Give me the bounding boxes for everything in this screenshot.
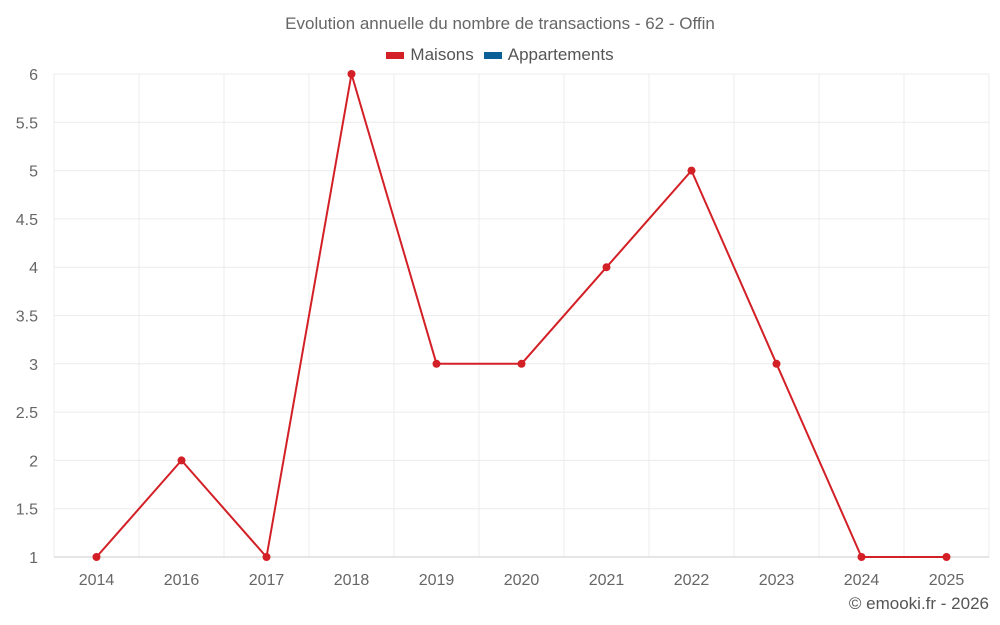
x-tick-label: 2024 [844,572,880,589]
data-point [517,359,526,368]
y-tick-label: 3 [29,357,38,374]
legend-label-appartements: Appartements [507,45,614,64]
credit-text: © emooki.fr - 2026 [848,594,989,613]
data-point [772,359,781,368]
legend-item-maisons[interactable]: Maisons [386,45,474,65]
y-tick-label: 5 [29,164,38,181]
x-tick-label: 2014 [79,572,115,589]
x-tick-label: 2019 [419,572,455,589]
x-tick-label: 2022 [674,572,710,589]
y-tick-label: 4 [29,260,38,277]
data-point [347,70,356,78]
x-tick-label: 2016 [164,572,200,589]
x-tick-label: 2021 [589,572,625,589]
x-tick-label: 2025 [929,572,965,589]
data-point [92,553,101,561]
y-tick-label: 2.5 [16,405,38,422]
y-tick-label: 3.5 [16,309,38,326]
data-point [942,553,951,561]
legend-item-appartements[interactable]: Appartements [483,45,614,65]
data-point [177,456,186,465]
y-tick-label: 4.5 [16,212,38,229]
legend-swatch-maisons [386,51,405,59]
y-tick-label: 1.5 [16,502,38,519]
y-tick-label: 6 [29,67,38,84]
y-tick-label: 1 [29,550,38,567]
legend: Maisons Appartements [0,45,1000,65]
x-tick-label: 2017 [249,572,285,589]
data-point [602,263,611,272]
data-point [262,553,271,561]
data-point [687,166,696,175]
legend-swatch-appartements [483,51,502,59]
chart-title: Evolution annuelle du nombre de transact… [285,14,715,33]
y-tick-label: 5.5 [16,115,38,132]
x-tick-label: 2023 [759,572,795,589]
x-tick-label: 2018 [334,572,370,589]
legend-label-maisons: Maisons [410,45,474,64]
data-point [857,553,866,561]
data-point [432,359,441,368]
x-tick-label: 2020 [504,572,540,589]
y-tick-label: 2 [29,453,38,470]
